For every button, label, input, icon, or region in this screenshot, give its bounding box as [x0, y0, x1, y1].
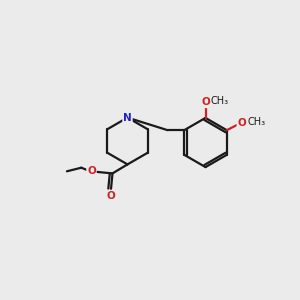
Text: O: O	[87, 166, 96, 176]
Text: O: O	[237, 118, 246, 128]
Text: CH₃: CH₃	[247, 117, 265, 127]
Text: N: N	[123, 112, 132, 123]
Text: O: O	[106, 190, 116, 201]
Text: CH₃: CH₃	[211, 96, 229, 106]
Text: O: O	[201, 97, 210, 107]
